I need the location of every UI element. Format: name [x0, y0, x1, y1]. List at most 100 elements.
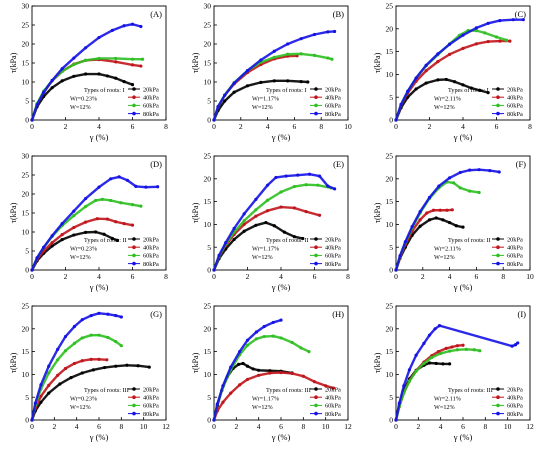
data-point [286, 79, 290, 83]
data-point [134, 184, 138, 188]
data-point [448, 52, 452, 56]
data-point [444, 77, 448, 82]
data-point [242, 222, 246, 226]
data-point [292, 206, 296, 210]
x-tick-label: 4 [75, 422, 79, 431]
x-axis-label: γ (%) [89, 282, 109, 292]
series-80kPa [394, 18, 525, 122]
legend-swatch-marker [496, 103, 500, 108]
plot-frame [395, 155, 531, 271]
legend-entry-20kPa: 20kPa [507, 386, 523, 393]
data-point [72, 225, 76, 230]
data-point [279, 190, 283, 194]
data-point [304, 183, 308, 187]
data-point [245, 377, 250, 382]
legend-text-line: Types of roots: III [448, 387, 493, 394]
data-point [125, 363, 129, 367]
data-point [245, 364, 250, 368]
y-tick-label: 0 [389, 416, 393, 425]
y-tick-label: 25 [22, 21, 30, 30]
data-point [105, 358, 109, 362]
series-line-80kPa [212, 30, 336, 122]
data-point [436, 78, 440, 82]
data-point [513, 343, 518, 347]
y-tick-label: 20 [386, 324, 394, 333]
legend-swatch-marker [496, 111, 500, 116]
x-tick-label: 10 [504, 422, 512, 431]
legend-swatch-marker [314, 253, 318, 258]
data-point [30, 418, 34, 422]
data-point [39, 400, 43, 404]
y-tick-label: 10 [204, 220, 212, 229]
data-point [130, 22, 135, 26]
x-tick-label: 4 [279, 272, 283, 281]
y-tick-label: 0 [207, 266, 211, 275]
legend-swatch-marker [496, 237, 500, 241]
data-point [511, 18, 515, 22]
data-point [486, 21, 490, 25]
data-point [414, 369, 418, 373]
y-tick-label: 10 [204, 370, 212, 379]
legend-swatch-marker [132, 403, 136, 408]
legend-text-line: W=12% [252, 404, 273, 411]
y-tick-label: 15 [22, 347, 30, 356]
x-axis-label: γ (%) [453, 432, 473, 442]
legend-entry-20kPa: 20kPa [143, 236, 159, 243]
x-tick-label: 2 [416, 422, 420, 431]
data-point [474, 26, 478, 30]
legend-entry-20kPa: 20kPa [507, 236, 523, 243]
y-axis-label: τ(kPa) [9, 202, 18, 223]
data-point [130, 63, 135, 67]
data-point [279, 318, 283, 322]
x-tick-label: 10 [344, 122, 352, 131]
data-point [69, 375, 73, 380]
data-point [461, 83, 465, 87]
data-point [262, 334, 266, 339]
data-point [97, 333, 101, 337]
data-point [333, 187, 337, 191]
y-tick-label: 15 [386, 47, 394, 56]
chart-panel-4: 0 5 10 15 20 25 30 0 2 4 6 8 γ (%) τ(kPa) (D) Types of … [9, 152, 168, 292]
legend-text-line: Wr=0.23% [70, 246, 97, 253]
y-tick-label: 5 [207, 97, 211, 106]
data-point [427, 333, 432, 337]
data-point [50, 244, 54, 248]
legend-entry-80kPa: 80kPa [507, 261, 523, 268]
y-tick-label: 5 [25, 247, 29, 256]
data-point [60, 222, 64, 226]
legend-text-line: Wr=1.17% [252, 396, 279, 403]
series-20kPa [212, 79, 310, 122]
data-point [296, 173, 300, 177]
data-point [97, 35, 101, 40]
data-point [217, 253, 221, 258]
data-point [224, 241, 228, 245]
data-point [238, 350, 242, 354]
data-point [331, 386, 336, 390]
data-point [436, 60, 440, 64]
data-point [58, 382, 62, 386]
legend-swatch-marker [314, 87, 318, 91]
data-point [119, 201, 123, 205]
legend-text-line: W=12% [252, 254, 273, 261]
data-point [317, 213, 322, 217]
x-tick-label: 8 [164, 122, 168, 131]
x-tick-label: 6 [131, 122, 135, 131]
y-tick-label: 30 [22, 2, 30, 11]
chart-panel-7: 0 5 10 15 20 25 0 2 4 6 8 10 12 γ (%) τ(kPa) (G) Types o… [9, 302, 170, 442]
x-tick-label: 4 [97, 122, 101, 131]
legend-entry-60kPa: 60kPa [143, 403, 159, 410]
data-point [95, 217, 99, 221]
data-point [394, 268, 398, 272]
data-point [254, 330, 259, 334]
y-tick-label: 25 [386, 2, 394, 11]
y-tick-label: 5 [389, 93, 393, 102]
data-point [72, 56, 76, 60]
data-point [427, 195, 432, 200]
y-axis-label: τ(kPa) [191, 202, 200, 223]
data-point [84, 220, 88, 224]
x-tick-label: 10 [322, 422, 330, 431]
data-point [268, 371, 272, 375]
data-point [455, 348, 460, 352]
data-point [448, 42, 452, 46]
data-point [72, 62, 76, 67]
